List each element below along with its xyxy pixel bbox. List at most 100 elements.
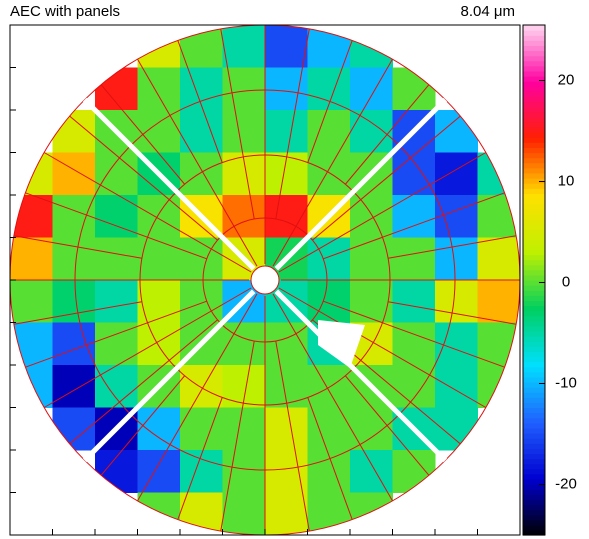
colorbar-step — [523, 259, 545, 266]
colorbar-step — [523, 438, 545, 444]
colorbar-step — [523, 514, 545, 521]
heat-cell — [95, 322, 138, 366]
spoke — [278, 152, 487, 273]
colorbar-step — [523, 244, 545, 250]
colorbar-step — [523, 448, 545, 454]
colorbar-step — [523, 65, 545, 72]
colorbar-step — [523, 417, 545, 424]
heat-cell — [350, 280, 393, 323]
colorbar-step — [523, 142, 545, 148]
spoke — [220, 340, 255, 532]
colorbar-step — [523, 55, 545, 62]
spoke — [100, 84, 186, 185]
colorbar-step — [523, 111, 545, 118]
heat-cell — [392, 152, 436, 196]
colorbar-step — [523, 320, 545, 327]
colorbar-step — [523, 300, 545, 307]
colorbar-step — [523, 147, 545, 154]
colorbar-step — [523, 453, 545, 460]
spoke — [25, 300, 207, 368]
colorbar-step — [523, 341, 545, 347]
colorbar-step — [523, 325, 545, 332]
heat-cell — [222, 110, 266, 153]
colorbar-step — [523, 524, 545, 531]
heat-cell — [222, 25, 266, 68]
heat-cell — [10, 365, 53, 408]
spoke — [69, 115, 218, 241]
heat-cell — [180, 492, 223, 535]
colorbar-step — [523, 371, 545, 378]
colorbar-step — [523, 40, 545, 46]
colorbar-step — [523, 331, 545, 337]
colorbar-step — [523, 443, 545, 449]
spoke — [307, 397, 353, 520]
heat-cell — [477, 152, 520, 196]
colorbar-step — [523, 96, 545, 103]
heatmap — [10, 25, 520, 535]
colorbar-step — [523, 76, 545, 82]
colorbar-step — [523, 336, 545, 342]
heat-cell — [137, 322, 181, 366]
colorbar-step — [523, 70, 545, 77]
heat-cell — [95, 280, 138, 323]
heat-cell — [52, 237, 96, 281]
spoke — [43, 287, 252, 408]
heat-cell — [392, 322, 436, 366]
colorbar-step — [523, 407, 545, 414]
heat-cell — [307, 110, 351, 153]
spoke — [344, 84, 430, 185]
colorbar-step — [523, 504, 545, 511]
colorbar-step — [523, 305, 545, 312]
heat-cell — [477, 322, 520, 366]
colorbar-step — [523, 264, 545, 271]
colorbar-step — [523, 218, 545, 225]
heat-cell — [95, 365, 138, 408]
colorbar-step — [523, 254, 545, 261]
spoke — [137, 293, 258, 502]
heat-cell — [265, 407, 308, 451]
heat-cell — [222, 195, 266, 238]
heat-cell — [10, 237, 53, 281]
mirror-grid — [9, 24, 521, 536]
heat-cell — [52, 195, 96, 238]
colorbar-step — [523, 346, 545, 352]
colorbar-step — [523, 81, 545, 87]
heat-cell — [477, 365, 520, 408]
heat-cell — [180, 237, 223, 281]
colorbar: -20 -10 0 10 20 — [522, 24, 577, 536]
spoke — [220, 28, 255, 220]
colorbar-frame — [522, 24, 546, 536]
heat-cell — [137, 25, 181, 68]
heat-cell — [137, 195, 181, 238]
heat-cell — [350, 407, 393, 451]
colorbar-tick-label: -20 — [555, 475, 577, 492]
spoke — [177, 397, 223, 520]
colorbar-step — [523, 203, 545, 210]
colorbar-step — [523, 30, 545, 36]
heat-cell — [477, 280, 520, 323]
central-hole — [250, 265, 280, 295]
heat-cell — [95, 67, 138, 111]
colorbar-step — [523, 127, 545, 133]
heat-cell — [137, 237, 181, 281]
colorbar-step — [523, 223, 545, 230]
colorbar-step — [523, 494, 545, 500]
colorbar-step — [523, 86, 545, 92]
colorbar-step — [523, 509, 545, 516]
colorbar-tick-label: 10 — [558, 173, 575, 190]
spoke — [312, 115, 461, 241]
colorbar-step — [523, 274, 545, 281]
colorbar-step — [523, 529, 545, 536]
heat-cell — [435, 152, 478, 196]
colorbar-step — [523, 315, 545, 322]
heat-cell — [435, 195, 478, 238]
heat-cell — [137, 492, 181, 535]
panel-gap — [82, 97, 256, 271]
spoke — [13, 235, 142, 259]
colorbar-step — [523, 239, 545, 245]
colorbar-step — [523, 412, 545, 419]
heat-cell — [137, 450, 181, 493]
colorbar-tick-label: 20 — [558, 72, 575, 89]
heat-cell — [307, 407, 351, 451]
heat-cell — [137, 407, 181, 451]
